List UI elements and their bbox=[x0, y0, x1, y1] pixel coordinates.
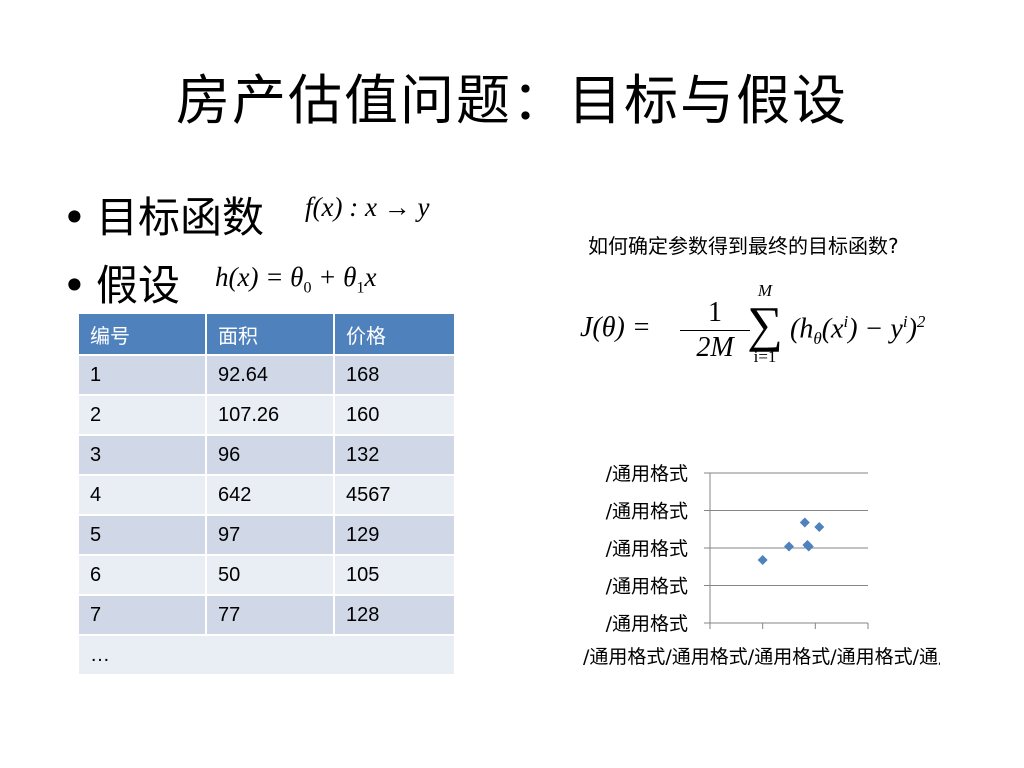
table-cell: 105 bbox=[333, 554, 456, 596]
cost-body: (hθ(xi) − yi)2 bbox=[790, 312, 926, 348]
table-cell: 160 bbox=[333, 394, 456, 436]
bullet-hypothesis: • 假设 bbox=[62, 252, 180, 313]
bullet-dot: • bbox=[62, 193, 87, 242]
housing-data-table: 编号 面积 价格 1 92.64 168 2 107.26 160 3 96 132 4 642 45… bbox=[77, 312, 456, 676]
data-point bbox=[814, 522, 825, 532]
column-header: 面积 bbox=[205, 312, 335, 356]
y-tick-label: /通用格式 bbox=[606, 463, 688, 485]
summation-symbol: M ∑ i=1 bbox=[747, 281, 783, 366]
table-cell: 50 bbox=[205, 554, 335, 596]
objective-formula: f(x) : x → y bbox=[305, 192, 430, 222]
cost-function: J(θ) = 1 2M M ∑ i=1 (hθ(xi) − yi)2 bbox=[580, 282, 980, 392]
bullet-label: 目标函数 bbox=[96, 193, 265, 242]
table-ellipsis: … bbox=[77, 634, 456, 676]
table-cell: 3 bbox=[77, 434, 207, 476]
table-cell: 96 bbox=[205, 434, 335, 476]
hypothesis-formula: h(x) = θ0 + θ1x bbox=[215, 262, 377, 297]
x-tick-labels: /通用格式/通用格式/通用格式/通用格式/通用格式 bbox=[583, 646, 940, 668]
table-cell: 77 bbox=[205, 594, 335, 636]
table-cell: 168 bbox=[333, 354, 456, 396]
table-cell: 97 bbox=[205, 514, 335, 556]
table-cell: 4567 bbox=[333, 474, 456, 516]
bullet-dot: • bbox=[62, 261, 87, 310]
table-cell: 4 bbox=[77, 474, 207, 516]
table-cell: 107.26 bbox=[205, 394, 335, 436]
table-body: 1 92.64 168 2 107.26 160 3 96 132 4 642 4567 5 97 129 6… bbox=[77, 354, 456, 676]
column-header: 编号 bbox=[77, 312, 207, 356]
y-tick-label: /通用格式 bbox=[606, 613, 688, 635]
data-point bbox=[784, 541, 794, 552]
table-row: 4 642 4567 bbox=[77, 474, 456, 516]
table-cell: 132 bbox=[333, 434, 456, 476]
scatter-chart: /通用格式/通用格式/通用格式/通用格式/通用格式/通用格式/通用格式/通用格式… bbox=[583, 463, 940, 668]
y-tick-label: /通用格式 bbox=[606, 501, 688, 523]
table-header-row: 编号 面积 价格 bbox=[77, 312, 456, 356]
data-point bbox=[799, 517, 810, 528]
table-row: 2 107.26 160 bbox=[77, 394, 456, 436]
table-cell: 2 bbox=[77, 394, 207, 436]
table-cell: 5 bbox=[77, 514, 207, 556]
table-row: 3 96 132 bbox=[77, 434, 456, 476]
bullet-label: 假设 bbox=[96, 261, 181, 310]
table-row: 5 97 129 bbox=[77, 514, 456, 556]
table-row: … bbox=[77, 634, 456, 676]
table-cell: 642 bbox=[205, 474, 335, 516]
y-tick-label: /通用格式 bbox=[606, 538, 688, 560]
data-point bbox=[803, 541, 814, 552]
bullet-objective: • 目标函数 bbox=[62, 184, 264, 245]
table-cell: 1 bbox=[77, 354, 207, 396]
table-row: 1 92.64 168 bbox=[77, 354, 456, 396]
data-point bbox=[757, 555, 768, 565]
question-text: 如何确定参数得到最终的目标函数? bbox=[588, 234, 899, 258]
table-cell: 7 bbox=[77, 594, 207, 636]
y-tick-label: /通用格式 bbox=[606, 576, 688, 598]
table-cell: 128 bbox=[333, 594, 456, 636]
slide-title: 房产估值问题：目标与假设 bbox=[176, 69, 848, 132]
table-row: 7 77 128 bbox=[77, 594, 456, 636]
cost-lhs: J(θ) = bbox=[580, 312, 651, 343]
table-cell: 6 bbox=[77, 554, 207, 596]
table-cell: 92.64 bbox=[205, 354, 335, 396]
table-row: 6 50 105 bbox=[77, 554, 456, 596]
table-cell: 129 bbox=[333, 514, 456, 556]
column-header: 价格 bbox=[333, 312, 456, 356]
cost-fraction: 1 2M bbox=[680, 296, 750, 365]
